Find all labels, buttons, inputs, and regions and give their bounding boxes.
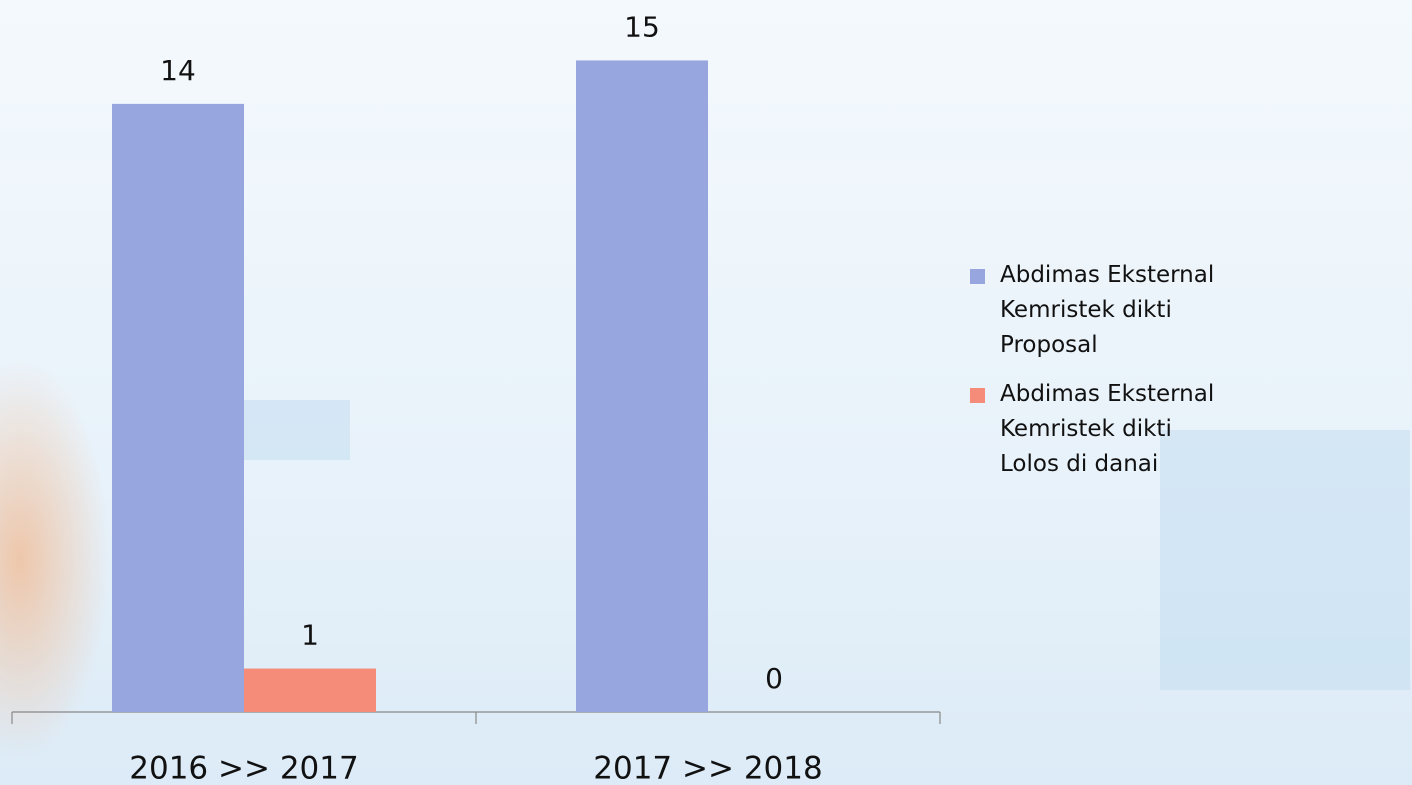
decor-shape [230, 400, 350, 460]
legend-swatch [970, 269, 985, 284]
decor-glow [0, 360, 110, 760]
legend-item: Abdimas Eksternal Kemristek dikti Lolos … [970, 377, 1230, 482]
legend-label: Abdimas Eksternal Kemristek dikti Propos… [1000, 262, 1215, 358]
legend-item: Abdimas Eksternal Kemristek dikti Propos… [970, 258, 1230, 363]
data-label: 14 [160, 54, 196, 87]
x-tick-label: 2016 >> 2017 [129, 751, 358, 785]
data-label: 1 [301, 619, 319, 652]
legend-swatch [970, 388, 985, 403]
bar [244, 668, 376, 712]
bar [112, 103, 244, 712]
legend: Abdimas Eksternal Kemristek dikti Propos… [970, 258, 1230, 496]
decor-shape [1160, 430, 1410, 690]
bar [576, 60, 708, 712]
data-label: 15 [624, 10, 660, 43]
legend-label: Abdimas Eksternal Kemristek dikti Lolos … [1000, 381, 1215, 477]
x-tick-label: 2017 >> 2018 [593, 751, 822, 785]
data-label: 0 [765, 662, 783, 695]
